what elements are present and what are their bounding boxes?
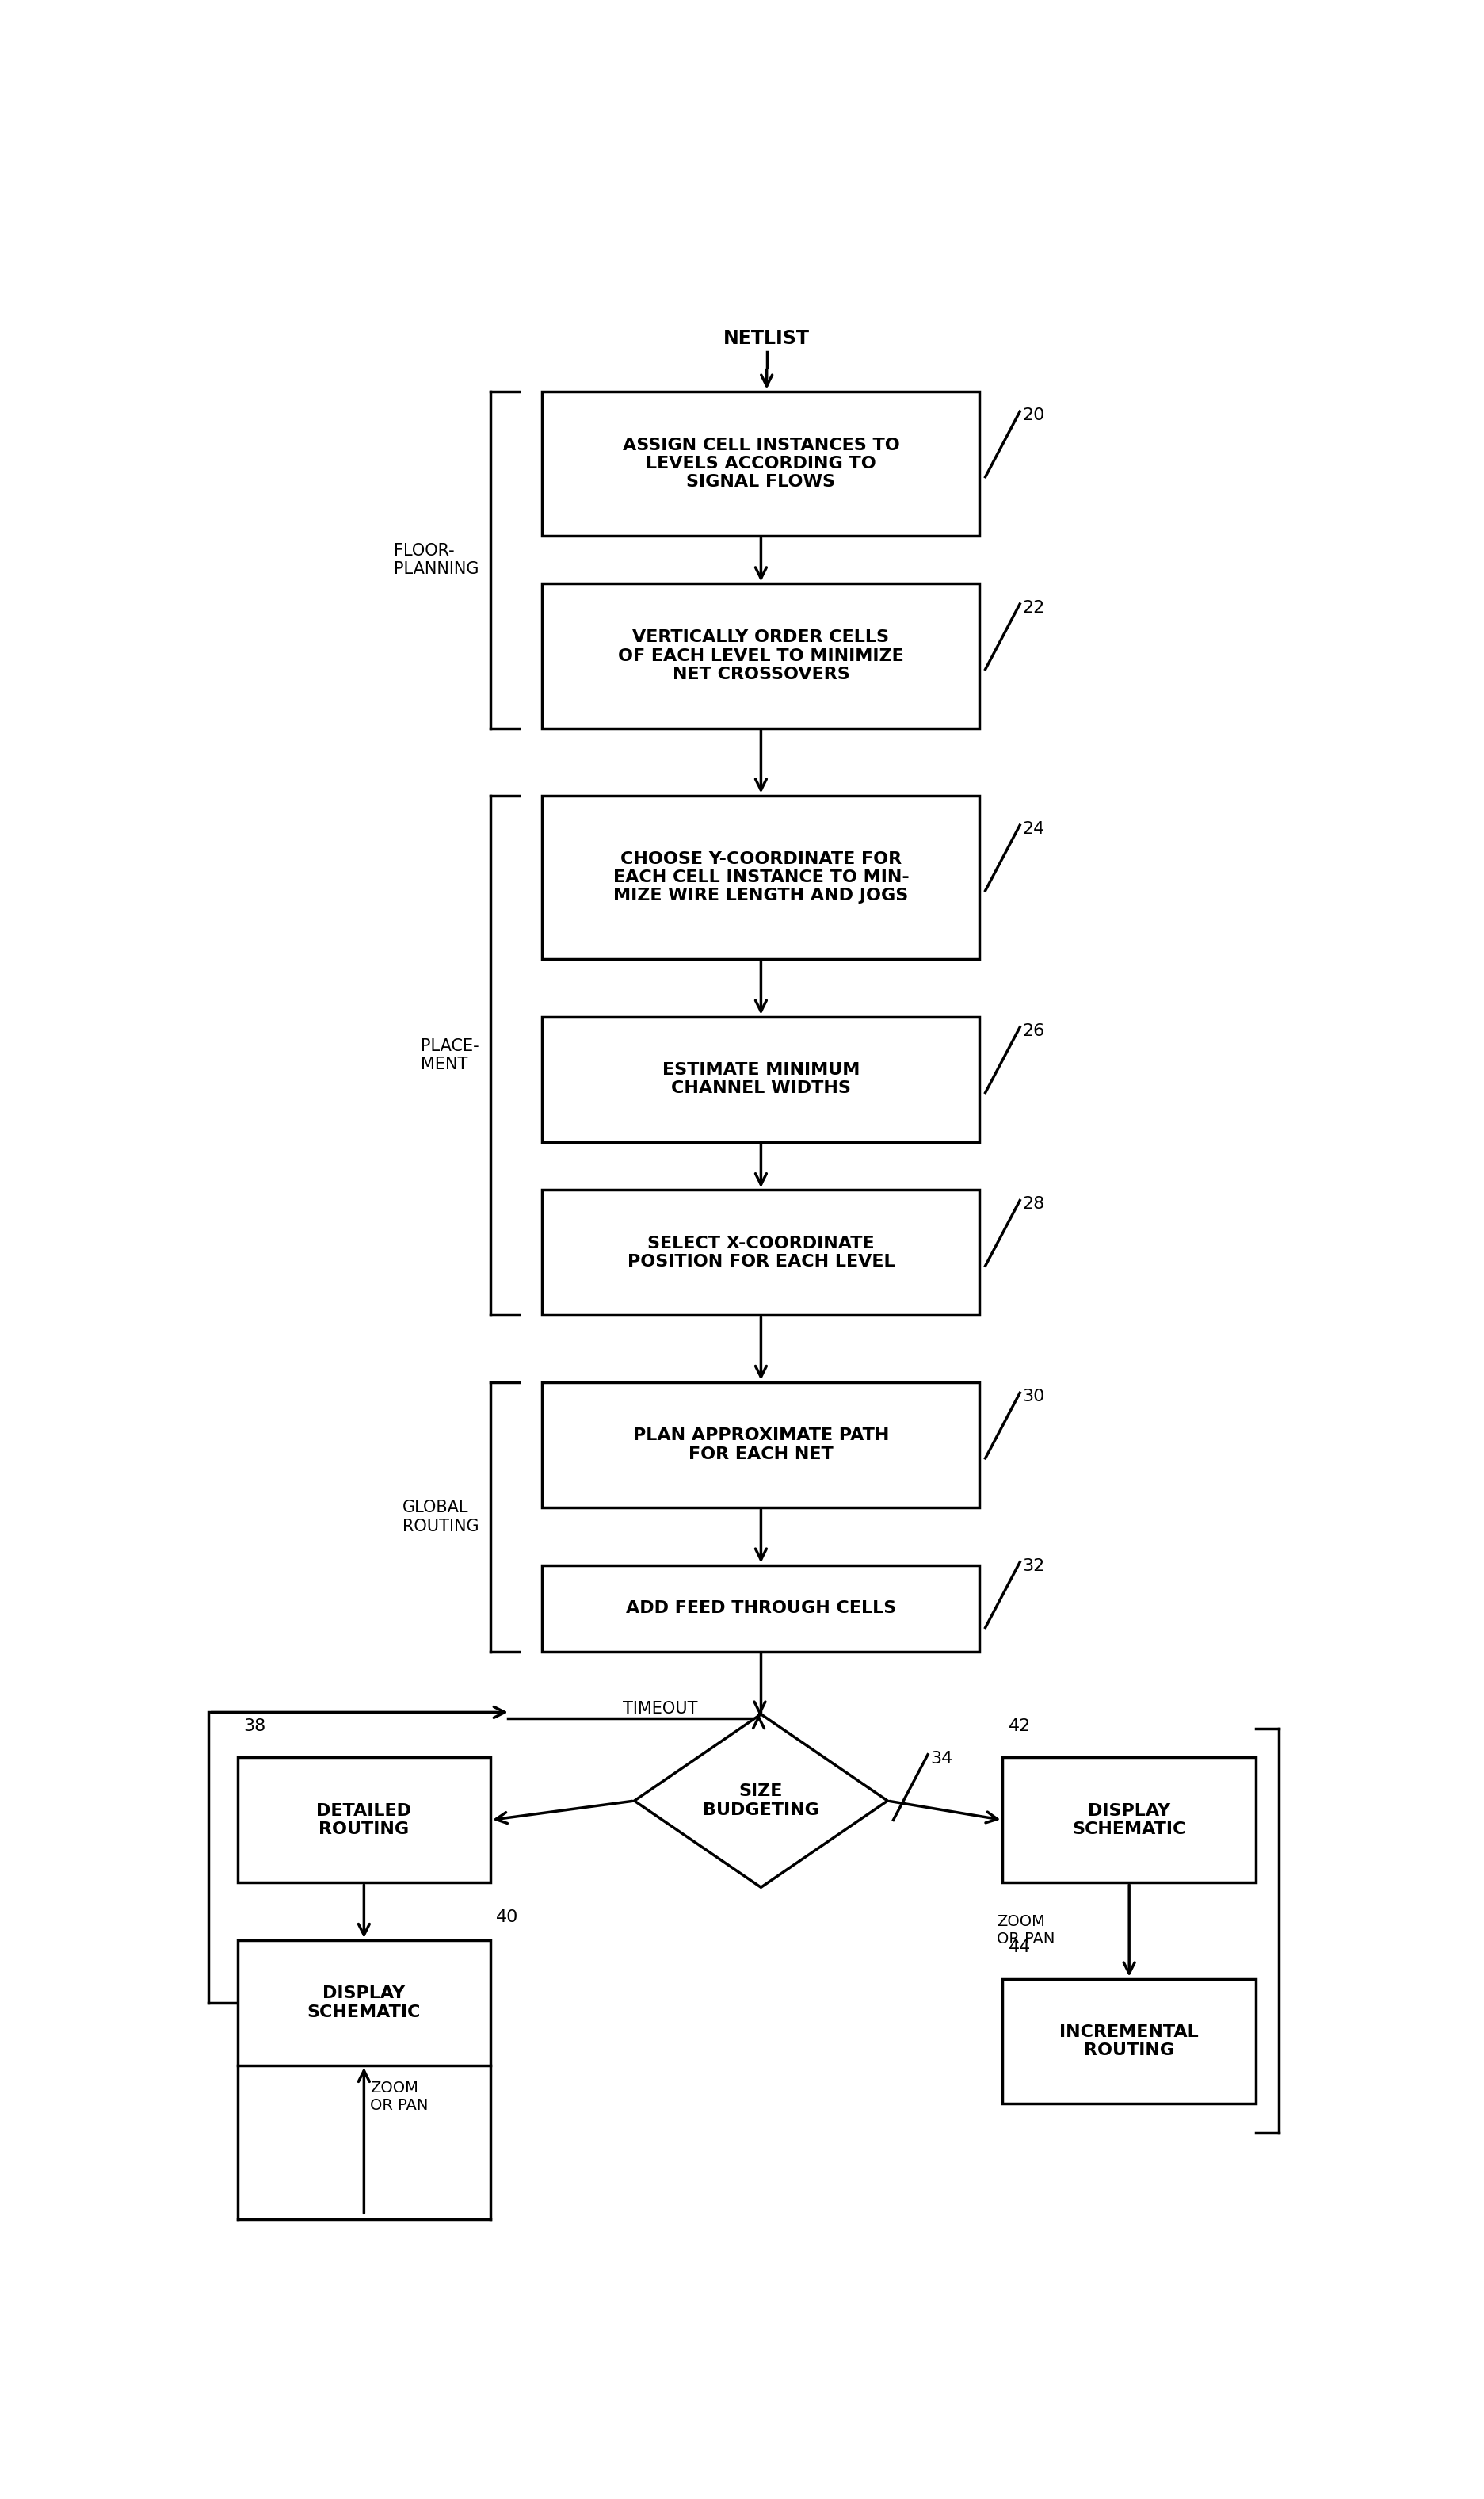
Text: 24: 24 [1021, 822, 1043, 837]
FancyBboxPatch shape [542, 1564, 979, 1652]
Text: 26: 26 [1021, 1022, 1043, 1040]
Text: 42: 42 [1008, 1719, 1030, 1734]
FancyBboxPatch shape [542, 585, 979, 727]
Text: 34: 34 [929, 1749, 951, 1767]
Text: DISPLAY
SCHEMATIC: DISPLAY SCHEMATIC [1071, 1802, 1186, 1837]
Text: ZOOM
OR PAN: ZOOM OR PAN [996, 1914, 1055, 1947]
Text: SELECT X-COORDINATE
POSITION FOR EACH LEVEL: SELECT X-COORDINATE POSITION FOR EACH LE… [626, 1235, 895, 1269]
Text: 22: 22 [1021, 600, 1043, 615]
Text: 44: 44 [1008, 1939, 1030, 1957]
FancyBboxPatch shape [542, 1190, 979, 1314]
Text: ESTIMATE MINIMUM
CHANNEL WIDTHS: ESTIMATE MINIMUM CHANNEL WIDTHS [662, 1062, 859, 1097]
Text: 30: 30 [1021, 1389, 1045, 1404]
FancyBboxPatch shape [237, 1757, 490, 1882]
Text: ADD FEED THROUGH CELLS: ADD FEED THROUGH CELLS [625, 1599, 896, 1617]
Text: 38: 38 [243, 1719, 266, 1734]
Text: 28: 28 [1021, 1197, 1043, 1212]
Text: SIZE
BUDGETING: SIZE BUDGETING [702, 1784, 819, 1817]
FancyBboxPatch shape [1002, 1757, 1255, 1882]
Text: DETAILED
ROUTING: DETAILED ROUTING [316, 1802, 411, 1837]
FancyBboxPatch shape [1002, 1979, 1255, 2104]
Text: GLOBAL
ROUTING: GLOBAL ROUTING [402, 1499, 479, 1534]
FancyBboxPatch shape [542, 795, 979, 960]
Text: ZOOM
OR PAN: ZOOM OR PAN [370, 2082, 427, 2114]
FancyBboxPatch shape [542, 392, 979, 535]
FancyBboxPatch shape [542, 1382, 979, 1507]
Text: 20: 20 [1021, 407, 1045, 422]
Text: PLAN APPROXIMATE PATH
FOR EACH NET: PLAN APPROXIMATE PATH FOR EACH NET [632, 1427, 889, 1462]
Text: NETLIST: NETLIST [723, 330, 809, 347]
Text: TIMEOUT: TIMEOUT [623, 1699, 697, 1717]
Text: ASSIGN CELL INSTANCES TO
LEVELS ACCORDING TO
SIGNAL FLOWS: ASSIGN CELL INSTANCES TO LEVELS ACCORDIN… [622, 437, 899, 490]
Text: PLACE-
MENT: PLACE- MENT [420, 1037, 479, 1072]
Text: DISPLAY
SCHEMATIC: DISPLAY SCHEMATIC [307, 1987, 420, 2019]
Polygon shape [634, 1714, 887, 1887]
Text: CHOOSE Y-COORDINATE FOR
EACH CELL INSTANCE TO MIN-
MIZE WIRE LENGTH AND JOGS: CHOOSE Y-COORDINATE FOR EACH CELL INSTAN… [613, 850, 908, 905]
Text: 32: 32 [1021, 1557, 1043, 1574]
Text: 40: 40 [496, 1909, 518, 1924]
Text: INCREMENTAL
ROUTING: INCREMENTAL ROUTING [1060, 2024, 1198, 2059]
FancyBboxPatch shape [542, 1017, 979, 1142]
Text: VERTICALLY ORDER CELLS
OF EACH LEVEL TO MINIMIZE
NET CROSSOVERS: VERTICALLY ORDER CELLS OF EACH LEVEL TO … [617, 630, 904, 682]
Text: FLOOR-
PLANNING: FLOOR- PLANNING [393, 542, 479, 577]
FancyBboxPatch shape [237, 1939, 490, 2064]
